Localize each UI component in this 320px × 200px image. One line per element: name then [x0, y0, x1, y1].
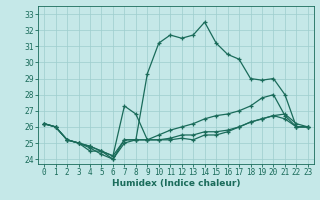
X-axis label: Humidex (Indice chaleur): Humidex (Indice chaleur) [112, 179, 240, 188]
